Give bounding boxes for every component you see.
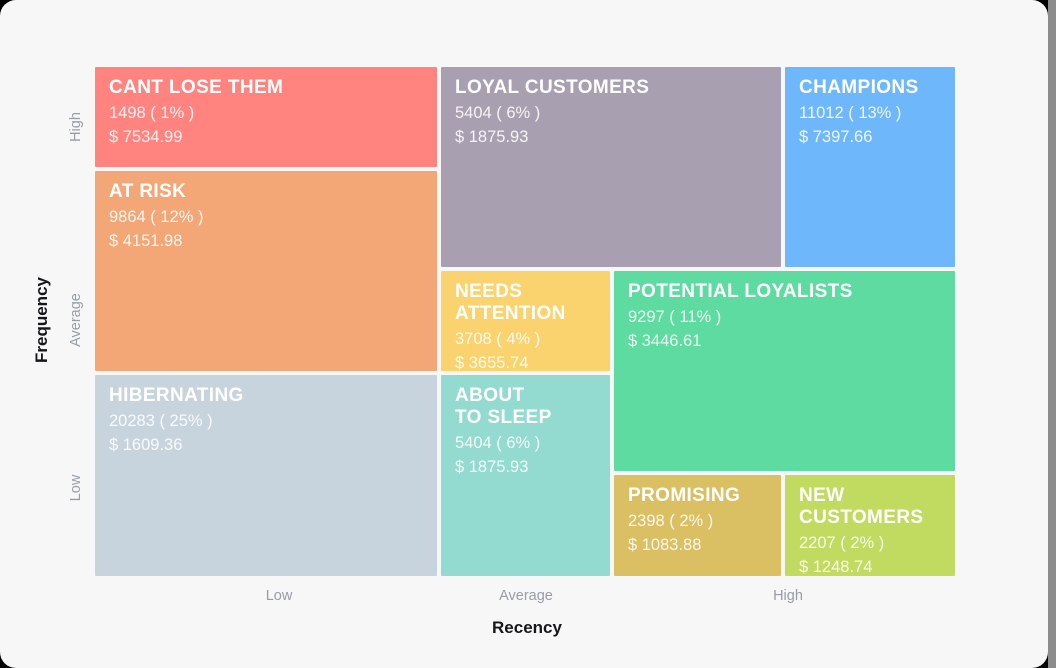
- segment-count: 5404 ( 6% ): [455, 104, 541, 123]
- segment-count: 1498 ( 1% ): [109, 104, 195, 123]
- segment-name: CANT LOSE THEM: [109, 77, 284, 98]
- segment-name: HIBERNATING: [109, 385, 244, 406]
- segment-name: ABOUT TO SLEEP: [455, 385, 552, 429]
- segment-tile-promising[interactable]: PROMISING 2398 ( 2% ) $ 1083.88: [614, 475, 781, 576]
- segment-count: 2398 ( 2% ): [628, 512, 714, 531]
- segment-tile-about-to-sleep[interactable]: ABOUT TO SLEEP 5404 ( 6% ) $ 1875.93: [441, 375, 610, 576]
- y-tick-average: Average: [68, 293, 84, 347]
- segment-count: 9864 ( 12% ): [109, 208, 204, 227]
- segment-tile-potential-loyalists[interactable]: POTENTIAL LOYALISTS 9297 ( 11% ) $ 3446.…: [614, 271, 955, 471]
- segment-name: CHAMPIONS: [799, 77, 919, 98]
- segment-count: 9297 ( 11% ): [628, 308, 722, 327]
- y-axis-title: Frequency: [32, 277, 51, 363]
- segment-name: LOYAL CUSTOMERS: [455, 77, 650, 98]
- window-edge-strip: [1048, 0, 1056, 668]
- segment-monetary: $ 1083.88: [628, 535, 702, 554]
- segment-monetary: $ 1875.93: [455, 457, 529, 476]
- segment-tile-loyal-customers[interactable]: LOYAL CUSTOMERS 5404 ( 6% ) $ 1875.93: [441, 67, 781, 267]
- segment-monetary: $ 1609.36: [109, 435, 183, 454]
- segment-monetary: $ 1875.93: [455, 127, 529, 146]
- segment-tile-at-risk[interactable]: AT RISK 9864 ( 12% ) $ 4151.98: [95, 171, 437, 371]
- segment-name: NEW CUSTOMERS: [799, 485, 924, 529]
- segment-monetary: $ 1248.74: [799, 557, 873, 576]
- segment-tile-new-customers[interactable]: NEW CUSTOMERS 2207 ( 2% ) $ 1248.74: [785, 475, 955, 576]
- segment-count: 20283 ( 25% ): [109, 412, 213, 431]
- segment-count: 3708 ( 4% ): [455, 330, 541, 349]
- segment-monetary: $ 3446.61: [628, 331, 702, 350]
- segment-name: NEEDS ATTENTION: [455, 281, 566, 325]
- segment-count: 5404 ( 6% ): [455, 434, 541, 453]
- y-tick-low: Low: [68, 474, 84, 502]
- segment-name: PROMISING: [628, 485, 741, 506]
- segment-count: 11012 ( 13% ): [799, 104, 902, 123]
- x-tick-high: High: [773, 588, 803, 604]
- segment-tile-champions[interactable]: CHAMPIONS 11012 ( 13% ) $ 7397.66: [785, 67, 955, 267]
- y-tick-high: High: [68, 112, 84, 142]
- segment-monetary: $ 7534.99: [109, 127, 183, 146]
- segment-tile-needs-attention[interactable]: NEEDS ATTENTION 3708 ( 4% ) $ 3655.74: [441, 271, 610, 371]
- segment-tile-hibernating[interactable]: HIBERNATING 20283 ( 25% ) $ 1609.36: [95, 375, 437, 576]
- segment-count: 2207 ( 2% ): [799, 534, 885, 553]
- x-axis-title: Recency: [492, 618, 562, 637]
- segment-name: POTENTIAL LOYALISTS: [628, 281, 853, 302]
- x-tick-average: Average: [499, 588, 553, 604]
- x-tick-low: Low: [265, 588, 293, 604]
- segment-monetary: $ 3655.74: [455, 353, 529, 371]
- segment-name: AT RISK: [109, 181, 187, 202]
- segment-tile-cant-lose-them[interactable]: CANT LOSE THEM 1498 ( 1% ) $ 7534.99: [95, 67, 437, 167]
- segment-monetary: $ 7397.66: [799, 127, 873, 146]
- segment-monetary: $ 4151.98: [109, 231, 183, 250]
